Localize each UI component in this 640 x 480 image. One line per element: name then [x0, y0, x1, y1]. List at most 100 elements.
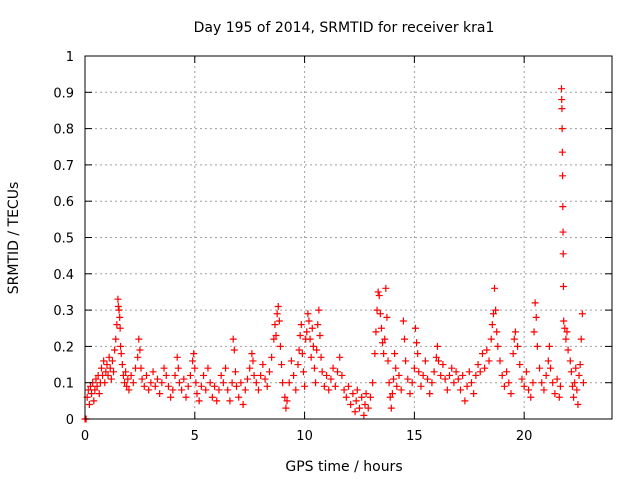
data-point: [171, 371, 179, 379]
data-point: [525, 386, 533, 394]
data-point: [327, 375, 335, 383]
data-point: [117, 342, 125, 350]
data-point: [215, 386, 223, 394]
data-point: [97, 364, 105, 372]
data-point: [135, 335, 143, 343]
data-point: [217, 371, 225, 379]
data-point: [313, 346, 321, 354]
data-point: [101, 379, 109, 387]
data-point: [358, 393, 366, 401]
data-point: [295, 346, 303, 354]
data-point: [572, 364, 580, 372]
data-point: [413, 339, 421, 347]
data-point: [527, 393, 535, 401]
data-point: [309, 342, 317, 350]
data-point: [110, 368, 118, 376]
data-point: [281, 393, 289, 401]
data-point: [189, 357, 197, 365]
data-point: [360, 411, 368, 419]
data-point: [558, 125, 566, 133]
data-point: [567, 368, 575, 376]
data-point: [169, 386, 177, 394]
data-point: [564, 346, 572, 354]
data-point: [93, 382, 101, 390]
data-point: [308, 324, 316, 332]
data-point: [383, 313, 391, 321]
data-point: [272, 332, 280, 340]
data-point: [566, 357, 574, 365]
data-point: [316, 332, 324, 340]
data-point: [397, 386, 405, 394]
data-point: [467, 379, 475, 387]
data-point: [399, 317, 407, 325]
data-point: [441, 375, 449, 383]
data-point: [561, 324, 569, 332]
data-point: [250, 371, 258, 379]
x-tick-label: 0: [81, 429, 89, 444]
data-point: [186, 371, 194, 379]
data-point: [352, 397, 360, 405]
data-point: [558, 105, 566, 113]
data-point: [229, 335, 237, 343]
data-point: [342, 393, 350, 401]
data-point: [303, 328, 311, 336]
data-point: [230, 346, 238, 354]
data-point: [492, 306, 500, 314]
data-point: [320, 382, 328, 390]
data-point: [106, 364, 114, 372]
data-point: [424, 375, 432, 383]
data-point: [376, 310, 384, 318]
data-point: [290, 371, 298, 379]
data-point: [553, 375, 561, 383]
x-tick-labels: 0 5 10 15 20: [81, 429, 533, 444]
data-point: [522, 368, 530, 376]
y-tick-label: 1: [66, 50, 74, 65]
data-point: [382, 284, 390, 292]
data-point: [509, 350, 517, 358]
data-point: [162, 371, 170, 379]
data-point: [145, 386, 153, 394]
data-point: [294, 361, 302, 369]
data-point: [410, 364, 418, 372]
data-point: [310, 364, 318, 372]
data-point: [304, 310, 312, 318]
data-point: [314, 321, 322, 329]
data-point: [414, 350, 422, 358]
data-point: [219, 379, 227, 387]
data-point: [156, 390, 164, 398]
data-point: [167, 393, 175, 401]
data-point: [252, 379, 260, 387]
chart-title: Day 195 of 2014, SRMTID for receiver kra…: [194, 20, 495, 36]
data-point: [474, 361, 482, 369]
data-point: [487, 335, 495, 343]
data-point: [516, 361, 524, 369]
data-point: [559, 172, 567, 180]
data-point: [296, 332, 304, 340]
data-point: [371, 350, 379, 358]
y-axis-label: SRMTID / TECUs: [6, 182, 22, 295]
data-point: [338, 371, 346, 379]
y-tick-label: 0.2: [53, 340, 74, 355]
data-point: [385, 379, 393, 387]
data-point: [127, 371, 135, 379]
data-point: [151, 382, 159, 390]
data-point: [305, 317, 313, 325]
data-point: [559, 203, 567, 211]
data-point: [222, 364, 230, 372]
data-point: [391, 350, 399, 358]
data-point: [164, 382, 172, 390]
y-tick-label: 0.7: [53, 159, 74, 174]
y-tick-label: 0.9: [53, 86, 74, 101]
data-point: [411, 324, 419, 332]
axis-ticks: [84, 55, 612, 420]
data-point: [140, 382, 148, 390]
data-point: [400, 335, 408, 343]
data-point: [102, 368, 110, 376]
x-axis-label: GPS time / hours: [285, 459, 402, 475]
data-point: [103, 361, 111, 369]
data-point: [491, 284, 499, 292]
data-point: [470, 390, 478, 398]
data-point: [432, 353, 440, 361]
data-point: [298, 350, 306, 358]
